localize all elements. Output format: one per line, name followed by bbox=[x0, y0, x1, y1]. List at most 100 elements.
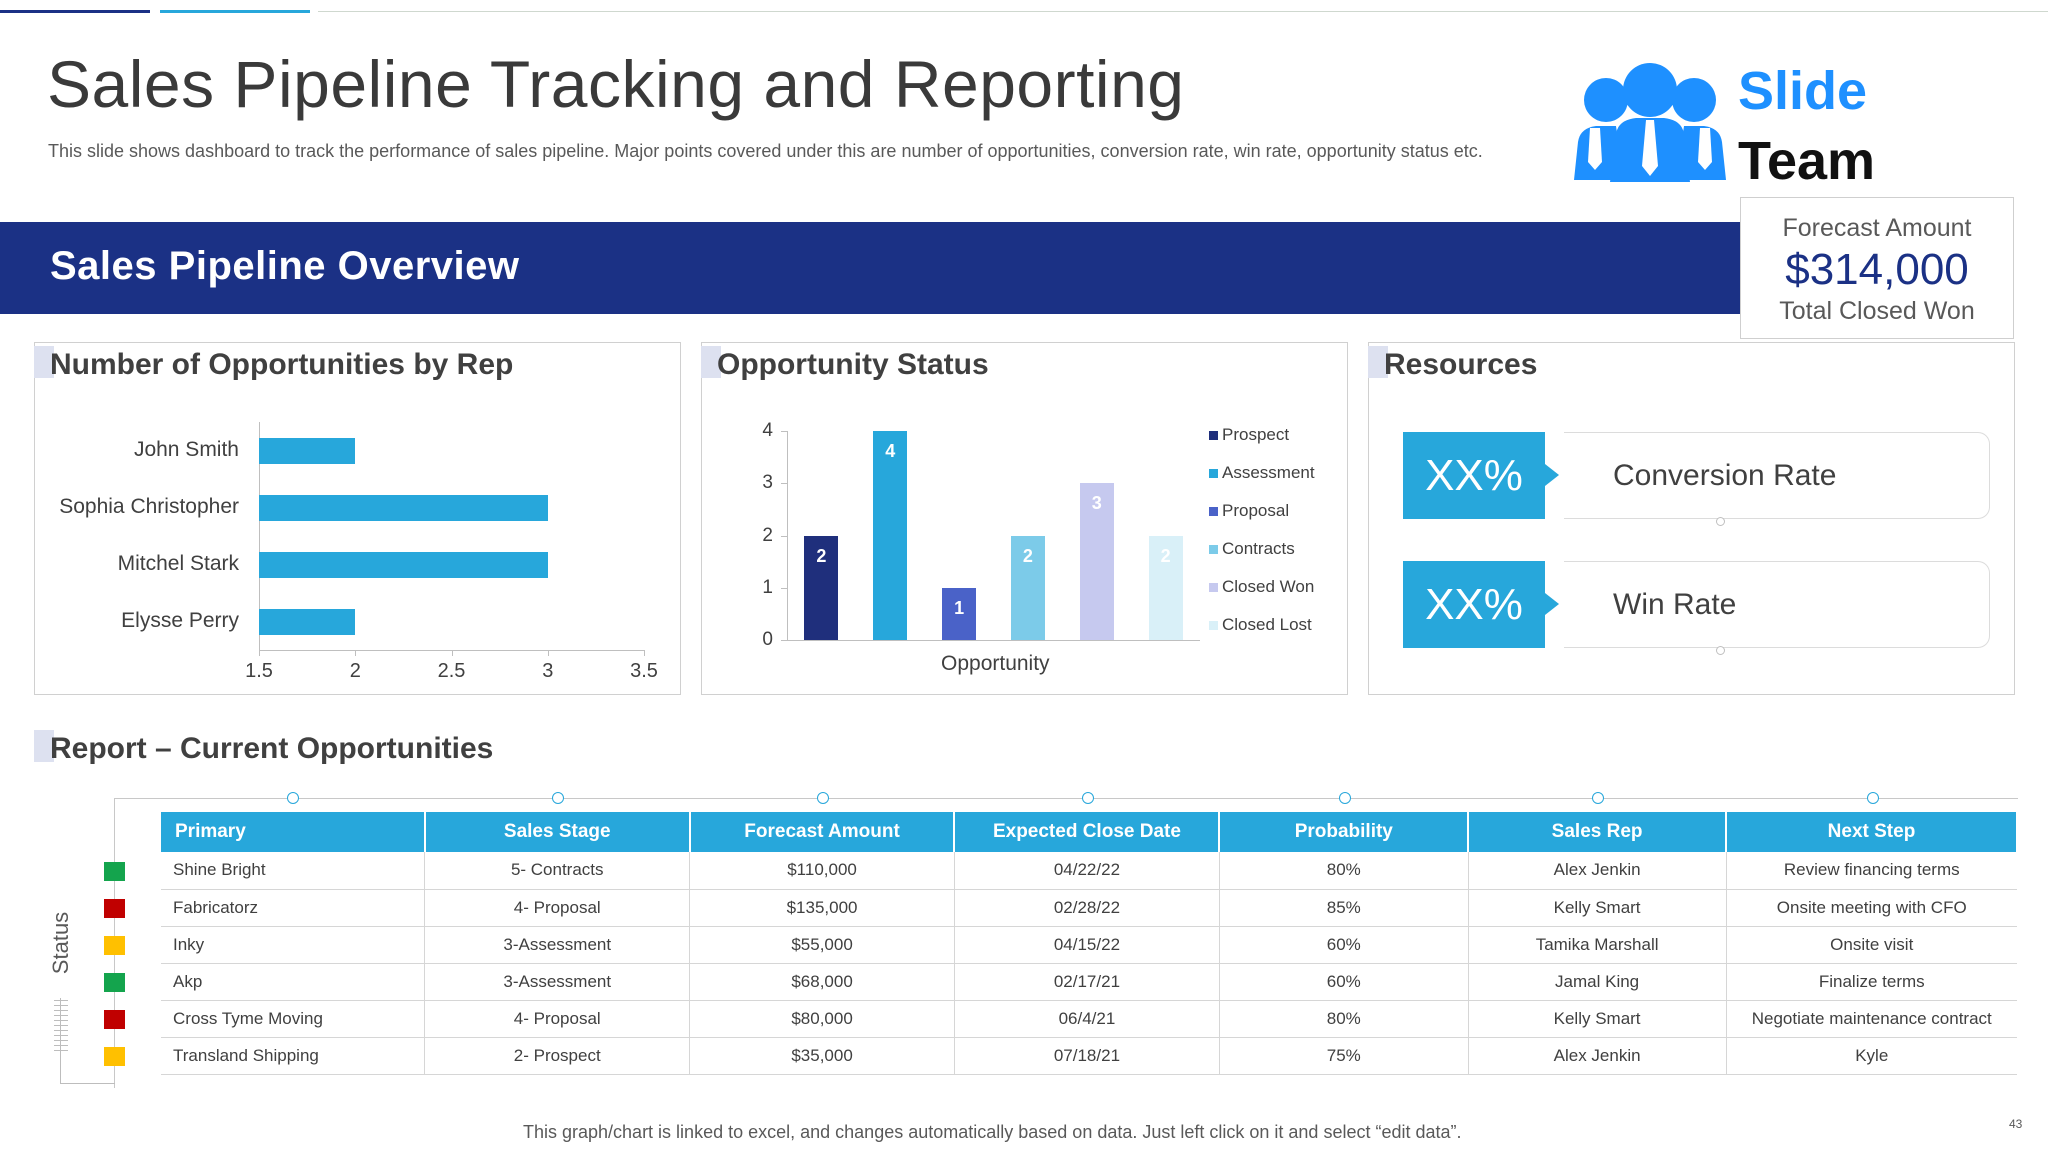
status-indicator-red bbox=[104, 1010, 125, 1029]
legend-label: Closed Won bbox=[1222, 577, 1315, 596]
rep-x-tick-mark bbox=[355, 650, 357, 656]
forecast-label: Forecast Amount bbox=[1782, 214, 1972, 242]
status-bar bbox=[804, 535, 839, 640]
forecast-card: Forecast Amount $314,000 Total Closed Wo… bbox=[1740, 197, 2014, 339]
legend-swatch bbox=[1209, 431, 1218, 441]
slide-team-logo: Slide Team bbox=[1570, 58, 1890, 191]
table-cell: $135,000 bbox=[689, 889, 955, 927]
status-y-tick-mark bbox=[781, 640, 787, 641]
table-cell: Inky bbox=[161, 926, 426, 964]
table-header-cell: Expected Close Date bbox=[954, 812, 1221, 852]
table-cell: 04/22/22 bbox=[954, 852, 1220, 890]
status-y-axis-line bbox=[787, 431, 788, 640]
rep-label: Elysse Perry bbox=[121, 608, 239, 632]
win-rate-value: XX% bbox=[1403, 561, 1545, 648]
status-indicator-red bbox=[104, 899, 125, 918]
status-timeline bbox=[114, 798, 2018, 799]
column-marker-dot bbox=[1866, 792, 1879, 804]
column-marker-dot bbox=[287, 792, 299, 804]
status-indicator-green bbox=[104, 973, 125, 992]
status-bar bbox=[1148, 535, 1183, 640]
table-cell: Transland Shipping bbox=[161, 1037, 426, 1075]
table-cell: 4- Proposal bbox=[424, 889, 691, 927]
table-cell: Shine Bright bbox=[161, 852, 426, 890]
table-header-cell: Next Step bbox=[1726, 812, 2018, 852]
legend-label: Proposal bbox=[1222, 501, 1290, 520]
rep-x-tick-label: 3 bbox=[542, 660, 554, 682]
table-body: Shine Bright 5- Contracts $110,000 04/22/22… bbox=[161, 852, 2017, 1075]
legend-item: Closed Won bbox=[1209, 577, 1314, 597]
legend-item: Assessment bbox=[1209, 463, 1315, 483]
top-line-3 bbox=[318, 11, 2048, 12]
table-cell: Onsite meeting with CFO bbox=[1726, 889, 2017, 927]
table-cell: $68,000 bbox=[689, 963, 955, 1001]
status-y-tick-label: 3 bbox=[762, 472, 773, 494]
status-y-tick-label: 2 bbox=[762, 524, 773, 546]
table-cell: $55,000 bbox=[689, 926, 955, 964]
legend-item: Proposal bbox=[1209, 501, 1289, 521]
table-cell: 80% bbox=[1219, 852, 1469, 890]
win-rate-arrow bbox=[1545, 593, 1559, 615]
column-marker-dot bbox=[1592, 792, 1604, 804]
table-cell: Finalize terms bbox=[1726, 963, 2017, 1001]
table-cell: 4- Proposal bbox=[424, 1000, 691, 1038]
table-cell: Akp bbox=[161, 963, 426, 1001]
banner-title: Sales Pipeline Overview bbox=[50, 244, 520, 288]
win-rate-card bbox=[1564, 561, 1990, 648]
status-y-tick-mark bbox=[781, 587, 787, 589]
table-cell: 3-Assessment bbox=[424, 926, 691, 964]
rep-label: Mitchel Stark bbox=[117, 551, 239, 575]
page-subtitle: This slide shows dashboard to track the … bbox=[48, 141, 1483, 161]
logo-text-slide: Slide bbox=[1738, 61, 1868, 121]
table-cell: Tamika Marshall bbox=[1468, 926, 1727, 964]
table-cell: 60% bbox=[1219, 926, 1469, 964]
panel-accent bbox=[1368, 346, 1388, 378]
status-bar-value: 2 bbox=[1022, 545, 1033, 566]
table-cell: $110,000 bbox=[689, 852, 955, 890]
table-cell: 60% bbox=[1219, 963, 1469, 1001]
legend-label: Prospect bbox=[1222, 425, 1290, 444]
table-row: Transland Shipping 2- Prospect $35,000 07/1… bbox=[161, 1037, 2017, 1075]
conversion-rate-dot bbox=[1716, 517, 1725, 526]
legend-item: Closed Lost bbox=[1209, 615, 1312, 635]
panel-accent bbox=[701, 346, 721, 378]
status-y-tick-mark bbox=[781, 535, 787, 537]
rep-x-tick-mark bbox=[451, 650, 453, 656]
table-cell: 02/28/22 bbox=[954, 889, 1220, 927]
legend-item: Prospect bbox=[1209, 425, 1289, 445]
table-cell: Negotiate maintenance contract bbox=[1726, 1000, 2017, 1038]
table-row: Inky 3-Assessment $55,000 04/15/22 60% Tamika… bbox=[161, 926, 2017, 964]
conversion-rate-value: XX% bbox=[1403, 432, 1545, 519]
rep-x-tick-label: 2 bbox=[349, 660, 361, 682]
table-cell: Jamal King bbox=[1468, 963, 1727, 1001]
page-title: Sales Pipeline Tracking and Reporting bbox=[47, 47, 1185, 121]
rep-label: John Smith bbox=[133, 437, 239, 461]
table-cell: Fabricatorz bbox=[161, 889, 426, 927]
table-header-cell: Sales Stage bbox=[424, 812, 691, 852]
table-cell: 06/4/21 bbox=[954, 1000, 1220, 1038]
rep-axis-line bbox=[259, 422, 260, 650]
rep-x-tick-mark bbox=[644, 650, 645, 656]
status-bar-value: 2 bbox=[1160, 545, 1171, 566]
conversion-rate-card bbox=[1564, 432, 1990, 519]
status-indicator-yellow bbox=[104, 1047, 125, 1066]
status-y-tick-label: 1 bbox=[762, 576, 773, 598]
panel-title-reps: Number of Opportunities by Rep bbox=[50, 348, 514, 381]
legend-swatch bbox=[1209, 469, 1218, 479]
table-cell: 3-Assessment bbox=[424, 963, 691, 1001]
status-bar-value: 1 bbox=[954, 597, 965, 618]
status-y-tick-label: 4 bbox=[762, 420, 773, 441]
table-cell: $80,000 bbox=[689, 1000, 955, 1038]
panel-title-resources: Resources bbox=[1384, 348, 1538, 381]
status-bar bbox=[942, 587, 977, 640]
legend-label: Assessment bbox=[1222, 463, 1315, 482]
opportunities-table: Primary Sales Stage Forecast Amount Expecte… bbox=[161, 812, 2018, 1075]
status-x-axis-label: Opportunity bbox=[941, 652, 1050, 675]
table-cell: 04/15/22 bbox=[954, 926, 1220, 964]
rep-x-tick-label: 2.5 bbox=[437, 660, 466, 682]
rep-x-tick-mark bbox=[259, 650, 260, 656]
table-header-cell: Probability bbox=[1219, 812, 1470, 852]
table-cell: Kelly Smart bbox=[1468, 889, 1727, 927]
legend-label: Closed Lost bbox=[1222, 615, 1312, 634]
status-bar bbox=[1079, 483, 1114, 640]
